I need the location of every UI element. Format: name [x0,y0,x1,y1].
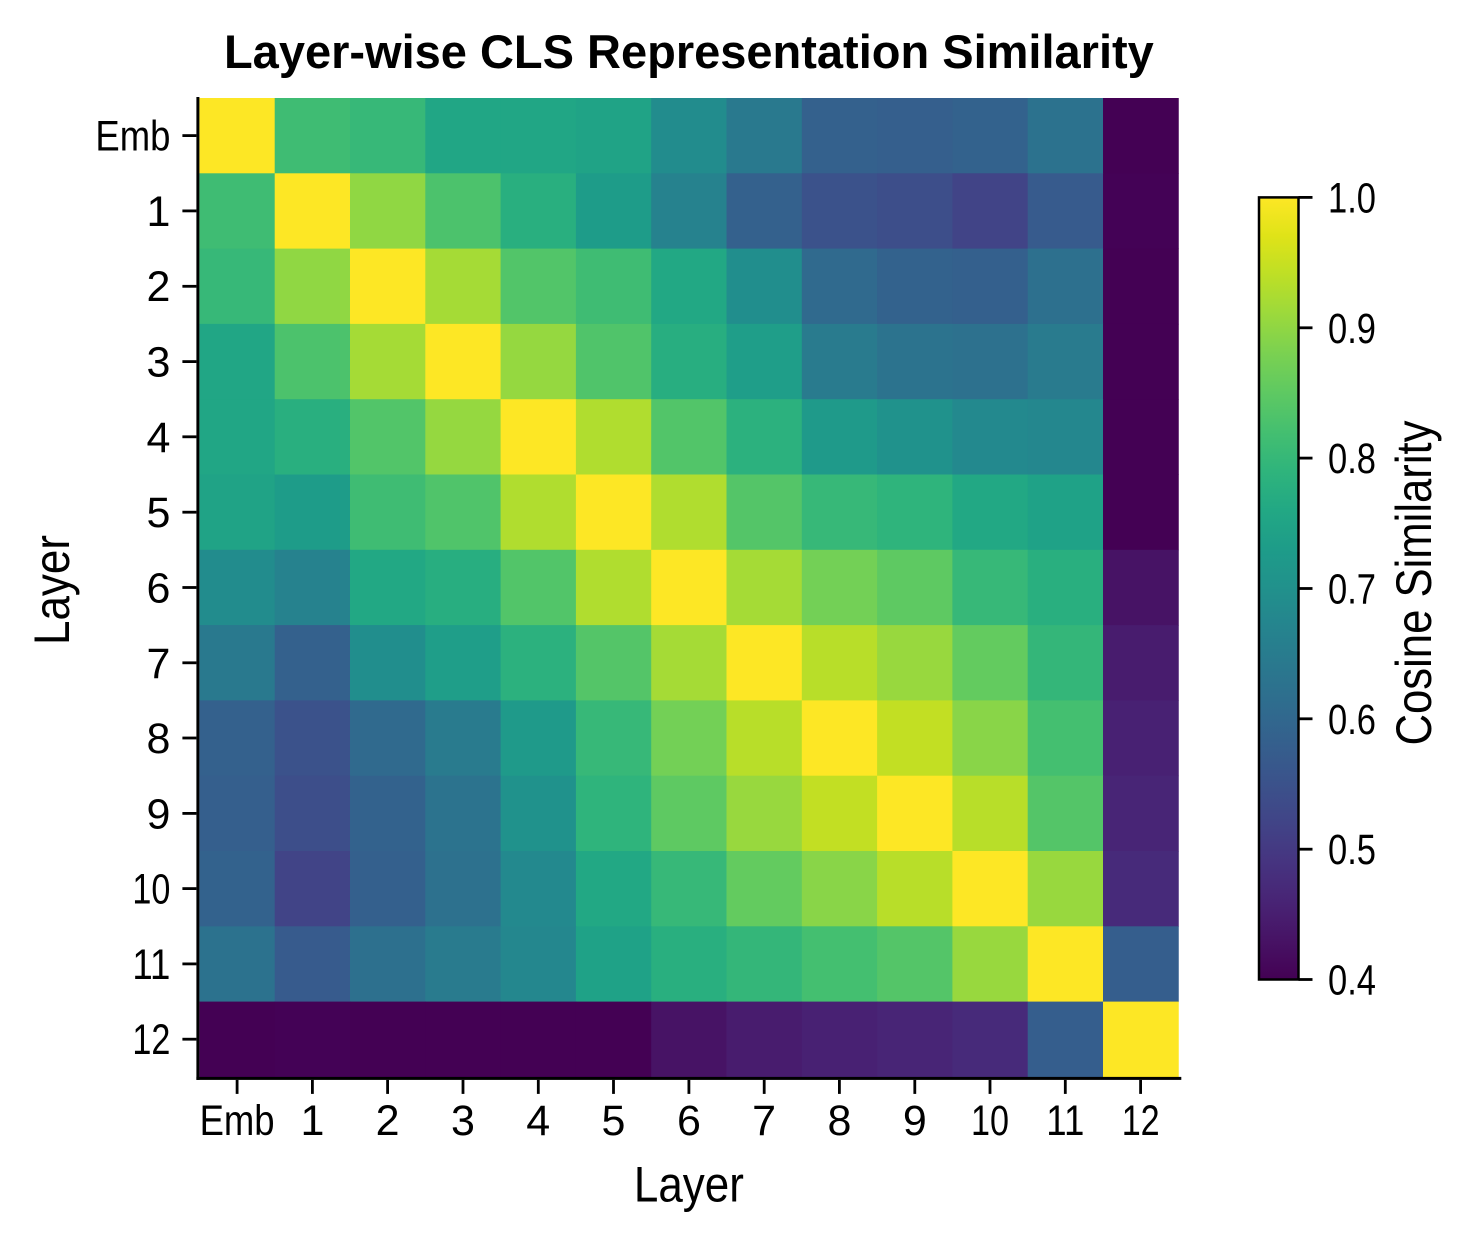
svg-text:12: 12 [1122,1097,1160,1145]
svg-text:6: 6 [677,1097,701,1145]
svg-text:9: 9 [903,1097,927,1145]
svg-text:10: 10 [971,1097,1009,1145]
svg-text:2: 2 [376,1097,400,1145]
svg-text:5: 5 [146,489,170,537]
svg-text:8: 8 [146,715,170,763]
svg-text:0.6: 0.6 [1328,696,1376,744]
svg-text:Layer-wise CLS Representation: Layer-wise CLS Representation Similarity [224,25,1154,78]
svg-text:1: 1 [300,1097,324,1145]
svg-text:1: 1 [146,188,170,236]
svg-text:0.5: 0.5 [1328,826,1376,874]
svg-text:Emb: Emb [200,1097,275,1145]
svg-text:Emb: Emb [95,113,170,161]
svg-text:4: 4 [146,414,170,462]
svg-text:9: 9 [146,790,170,838]
svg-text:0.7: 0.7 [1328,566,1376,614]
svg-text:Cosine Similarity: Cosine Similarity [1386,421,1442,746]
svg-text:7: 7 [752,1097,776,1145]
svg-text:4: 4 [526,1097,550,1145]
svg-text:Layer: Layer [24,535,80,645]
svg-text:12: 12 [132,1016,170,1064]
svg-text:Layer: Layer [634,1157,744,1213]
svg-text:5: 5 [602,1097,626,1145]
svg-text:8: 8 [827,1097,851,1145]
svg-text:6: 6 [146,565,170,613]
svg-text:3: 3 [146,339,170,387]
svg-text:11: 11 [132,941,170,989]
svg-text:10: 10 [132,866,170,914]
svg-text:11: 11 [1046,1097,1084,1145]
svg-text:2: 2 [146,263,170,311]
svg-text:1.0: 1.0 [1328,174,1376,222]
svg-text:0.9: 0.9 [1328,305,1376,353]
svg-text:0.4: 0.4 [1328,957,1376,1005]
svg-text:7: 7 [146,640,170,688]
svg-text:0.8: 0.8 [1328,435,1376,483]
svg-text:3: 3 [451,1097,475,1145]
